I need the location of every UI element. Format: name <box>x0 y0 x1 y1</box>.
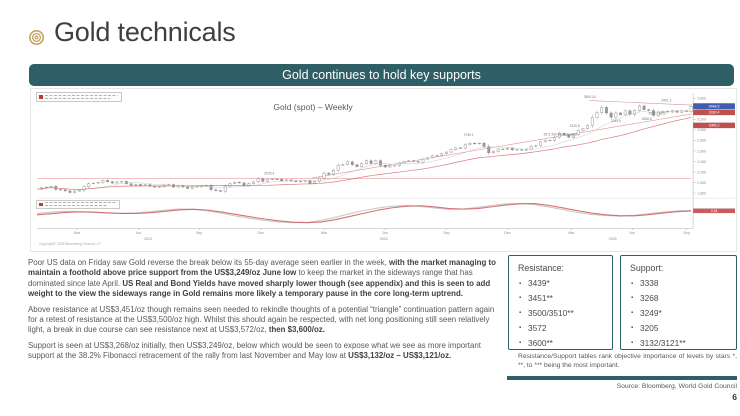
svg-text:Dec: Dec <box>258 231 265 235</box>
legend-red-swatch <box>39 202 43 207</box>
support-list: 3338 3268 3249* 3205 3132/3121** <box>630 279 727 348</box>
svg-text:3249.9: 3249.9 <box>611 119 621 123</box>
svg-text:Dec: Dec <box>504 231 511 235</box>
svg-text:3,000: 3,000 <box>697 128 706 132</box>
svg-text:3,200: 3,200 <box>697 118 706 122</box>
candlestick-chart-svg: 1,800 2,000 2,200 2,400 2,600 2,800 3,000 3,200… <box>36 92 736 246</box>
chart-legend-main <box>36 92 122 102</box>
resistance-list: 3439* 3451** 3500/3510** 3572 3600** <box>518 279 603 348</box>
level-item: 3268 <box>630 294 727 303</box>
level-item: 3132/3121** <box>630 339 727 348</box>
level-item: 3249* <box>630 309 727 318</box>
svg-text:3085.2: 3085.2 <box>709 124 720 128</box>
svg-text:Mar: Mar <box>74 231 81 235</box>
svg-text:2,800: 2,800 <box>697 139 706 143</box>
svg-text:2790.1: 2790.1 <box>464 133 474 137</box>
svg-text:2024: 2024 <box>380 237 388 241</box>
level-item: 3338 <box>630 279 727 288</box>
level-item: 3500/3510** <box>518 309 603 318</box>
svg-text:2,400: 2,400 <box>697 160 706 164</box>
svg-text:Mar: Mar <box>568 231 575 235</box>
section-banner-label: Gold continues to hold key supports <box>282 68 481 82</box>
svg-text:Sep: Sep <box>683 231 689 235</box>
resistance-title: Resistance: <box>518 263 564 273</box>
svg-text:2025: 2025 <box>609 237 617 241</box>
svg-text:2075.4: 2075.4 <box>264 172 274 176</box>
page-title: Gold technicals <box>54 17 236 47</box>
analysis-paragraph: Support is seen at US$3,268/oz initially… <box>28 340 481 361</box>
support-box: Support: 3338 3268 3249* 3205 3132/3121** <box>620 255 737 350</box>
svg-text:2023: 2023 <box>144 237 152 241</box>
page-number: 6 <box>732 392 737 402</box>
analysis-paragraph: Above resistance at US$3,451/oz though r… <box>28 304 495 335</box>
section-banner: Gold continues to hold key supports <box>29 64 734 86</box>
svg-text:3572 / 3600: 3572 / 3600 <box>648 112 666 116</box>
svg-text:3451.3: 3451.3 <box>661 98 671 102</box>
gold-rings-icon <box>28 29 45 51</box>
svg-text:3268.6: 3268.6 <box>642 117 652 121</box>
svg-text:Jun: Jun <box>135 231 141 235</box>
analysis-paragraph: Poor US data on Friday saw Gold reverse … <box>28 258 496 299</box>
legend-red-swatch <box>39 95 43 99</box>
svg-text:1,800: 1,800 <box>697 191 706 195</box>
chart-legend-lower <box>36 200 120 209</box>
svg-text:Jun: Jun <box>382 231 388 235</box>
level-item: 3451** <box>518 294 603 303</box>
levels-footnote: Resistance/Support tables rank objective… <box>518 353 737 370</box>
svg-text:0.18: 0.18 <box>711 209 718 213</box>
footer-divider <box>507 376 737 380</box>
svg-text:3120.8: 3120.8 <box>570 124 580 128</box>
svg-text:3500.10: 3500.10 <box>584 95 596 99</box>
level-item: 3600** <box>518 339 603 348</box>
level-item: 3439* <box>518 279 603 288</box>
chart-title: Gold (spot) – Weekly <box>273 102 353 112</box>
analysis-paragraphs: Poor US data on Friday saw Gold reverse … <box>28 258 500 367</box>
level-item: 3205 <box>630 324 727 333</box>
support-title: Support: <box>630 263 664 273</box>
svg-text:3330.4: 3330.4 <box>709 111 720 115</box>
svg-text:2,600: 2,600 <box>697 149 706 153</box>
svg-text:Copyright© 2025 Bloomberg Fina: Copyright© 2025 Bloomberg Finance L.P. <box>39 242 101 246</box>
legend-text-stripes <box>44 94 119 100</box>
legend-text-stripes <box>44 202 117 207</box>
svg-text:Mar: Mar <box>321 231 328 235</box>
svg-text:3448.5: 3448.5 <box>709 105 720 109</box>
svg-text:2,000: 2,000 <box>697 181 706 185</box>
svg-text:3,600: 3,600 <box>697 97 706 101</box>
svg-text:2,200: 2,200 <box>697 170 706 174</box>
source-text: Source: Bloomberg, World Gold Council <box>616 383 737 390</box>
svg-text:Jun: Jun <box>629 231 635 235</box>
resistance-box: Resistance: 3439* 3451** 3500/3510** 3572 36… <box>508 255 613 350</box>
level-item: 3572 <box>518 324 603 333</box>
svg-text:Sep: Sep <box>196 231 202 235</box>
gold-weekly-chart: 1,800 2,000 2,200 2,400 2,600 2,800 3,000 3,200… <box>30 88 737 252</box>
svg-text:55 & 200-wk mov avgs: 55 & 200-wk mov avgs <box>544 132 578 136</box>
svg-text:Sep: Sep <box>443 231 449 235</box>
